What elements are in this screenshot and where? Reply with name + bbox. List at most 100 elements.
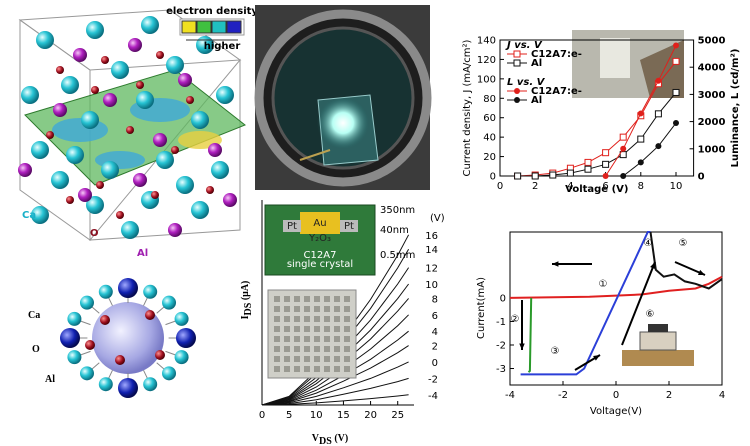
inset-photo-cell (314, 366, 320, 372)
series-unit: (V) (430, 213, 445, 224)
al-atom (175, 312, 189, 326)
al-atom (80, 296, 94, 310)
o-atom (115, 355, 125, 365)
al-atom (73, 48, 87, 62)
x-axis-label: VDS (V) (312, 433, 348, 446)
inset-photo-cell (284, 346, 290, 352)
series-label: 0 (432, 358, 438, 369)
inset-photo-cell (274, 296, 280, 302)
element-label: Ca (28, 310, 40, 321)
inset-photo-cell (284, 296, 290, 302)
inset-label: single crystal (287, 259, 353, 270)
o-atom (186, 96, 194, 104)
step-annotation: ③ (551, 346, 560, 357)
x-tick-label: 0 (613, 390, 619, 401)
data-point (638, 159, 644, 165)
ca-atom (216, 86, 234, 104)
al-atom (175, 350, 189, 364)
al-atom (133, 173, 147, 187)
data-point (620, 134, 626, 140)
ca-atom (66, 146, 84, 164)
inset-photo-cell (284, 356, 290, 362)
inset-photo-cell (344, 366, 350, 372)
data-point (638, 136, 644, 142)
emission-glow (317, 97, 369, 149)
inset-device-base (622, 350, 694, 366)
x-axis-label-unit: (V) (332, 433, 348, 444)
step-annotation: ⑤ (679, 238, 688, 249)
inset-photo-cell (324, 316, 330, 322)
inset-photo-cell (324, 306, 330, 312)
ca-atom (31, 141, 49, 159)
x-tick-label: 20 (364, 410, 377, 421)
x-tick-label: 0 (497, 181, 503, 192)
ca-atom (86, 21, 104, 39)
al-atom (143, 377, 157, 391)
inset-photo-cell (314, 296, 320, 302)
data-point (655, 78, 661, 84)
series-label: -2 (428, 374, 438, 385)
x-tick-label: 2 (666, 390, 672, 401)
data-point (673, 58, 679, 64)
series-label: 2 (432, 342, 438, 353)
y-tick-label: 0 (490, 172, 496, 183)
figure: electron density higher Ca O Al Ca O Al … (0, 0, 750, 446)
inset-photo-cell (274, 326, 280, 332)
inset-label: Pt (287, 221, 297, 232)
ca-atom (191, 111, 209, 129)
inset-device-top (648, 324, 668, 332)
element-label: Ca (22, 210, 36, 221)
al-atom (67, 350, 81, 364)
series-label: 6 (432, 311, 438, 322)
photo-panel (255, 5, 430, 190)
o-atom (46, 131, 54, 139)
y2-tick-label: 5000 (698, 36, 726, 47)
y2-tick-label: 3000 (698, 90, 726, 101)
data-point (673, 89, 679, 95)
inset-photo-cell (344, 326, 350, 332)
y-axis-label-unit: (μA) (240, 281, 251, 303)
density-swatch (182, 21, 196, 33)
inset-photo-cell (314, 356, 320, 362)
inset-photo-cell (324, 356, 330, 362)
inset-photo-cell (294, 336, 300, 342)
ca-atom (121, 221, 139, 239)
series-line (623, 123, 676, 176)
y-tick-label: 20 (483, 152, 496, 163)
al-atom (153, 133, 167, 147)
al-atom (143, 285, 157, 299)
inset-photo-cell (294, 366, 300, 372)
data-point (550, 172, 556, 178)
o-atom (56, 66, 64, 74)
al-atom (208, 143, 222, 157)
data-point (603, 173, 609, 179)
ca-atom (166, 56, 184, 74)
series-label: 10 (425, 280, 438, 291)
element-label: O (32, 344, 40, 355)
inset-photo-cell (324, 346, 330, 352)
inset-label: Pt (344, 221, 354, 232)
data-point (655, 143, 661, 149)
ca-atom (136, 91, 154, 109)
inset-photo-cell (334, 346, 340, 352)
density-legend-note: higher (204, 41, 241, 52)
inset-photo-cell (304, 326, 310, 332)
ca-atom (51, 171, 69, 189)
legend-label: Al (531, 58, 542, 69)
al-atom (128, 38, 142, 52)
inset-photo-cell (304, 356, 310, 362)
ca-atom (61, 76, 79, 94)
structure-panel: electron density higher Ca O Al (18, 6, 258, 259)
al-atom (67, 312, 81, 326)
ca-atom (156, 151, 174, 169)
inset-photo-cell (344, 336, 350, 342)
ca-atom (36, 31, 54, 49)
al-atom (103, 93, 117, 107)
inset-photo-cell (304, 306, 310, 312)
data-point (655, 111, 661, 117)
x-tick-label: 0 (259, 410, 265, 421)
inset-photo (268, 290, 356, 378)
inset-photo-cell (314, 346, 320, 352)
inset-photo-cell (304, 346, 310, 352)
ca-atom (176, 328, 196, 348)
